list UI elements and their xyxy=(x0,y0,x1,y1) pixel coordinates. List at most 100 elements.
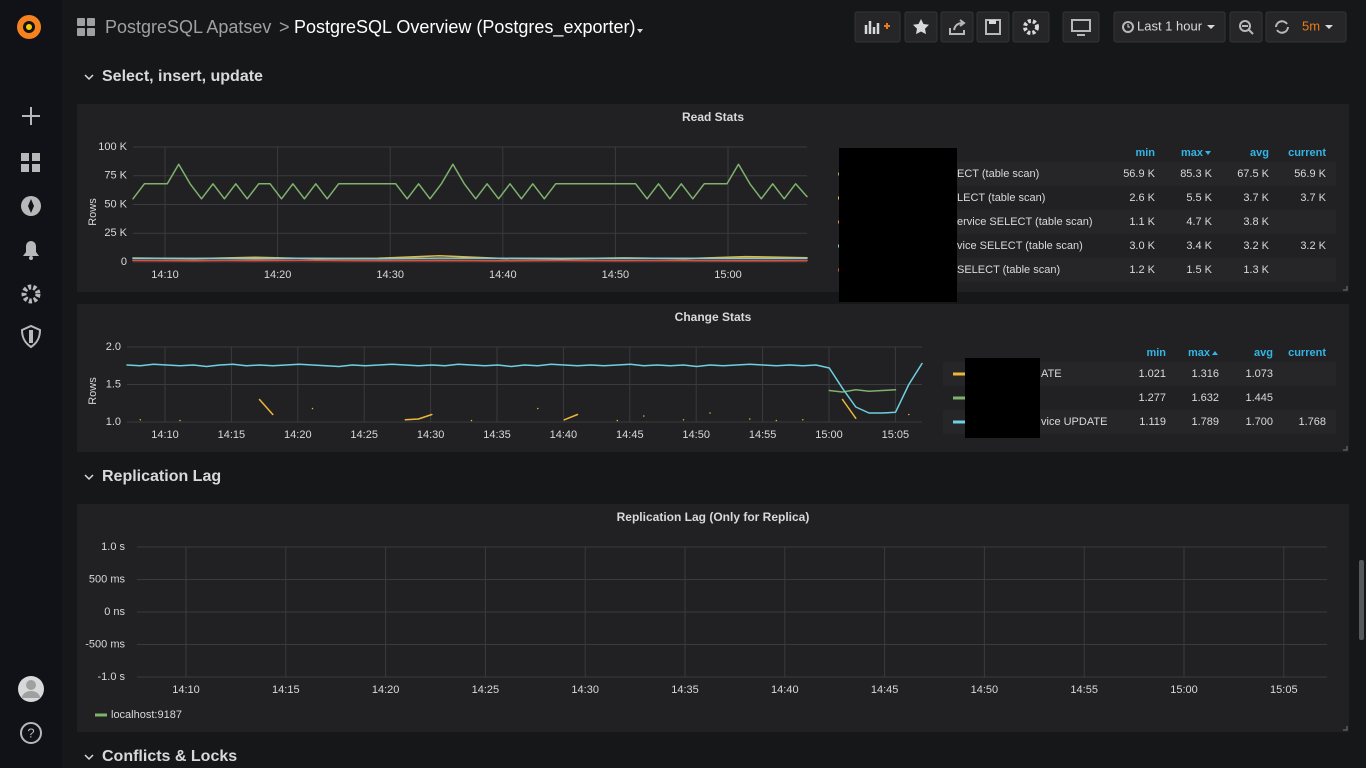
legend-value: 56.9 K xyxy=(1294,168,1326,180)
legend-value: 1.445 xyxy=(1245,392,1273,404)
panel: Change Stats Rows 1.0 1.5 2.0 14:10 14:15 14:20… xyxy=(77,304,1349,452)
time-picker[interactable] xyxy=(1113,11,1226,43)
legend-value: 1.5 K xyxy=(1186,264,1212,276)
refresh-button[interactable] xyxy=(1265,11,1347,43)
x-tick-label: 15:05 xyxy=(1270,684,1298,696)
legend-value: 1.700 xyxy=(1245,416,1273,428)
legend-value: 1.768 xyxy=(1298,416,1326,428)
row-chevron[interactable] xyxy=(84,754,94,761)
legend-value: 56.9 K xyxy=(1123,168,1155,180)
series-line xyxy=(139,398,910,422)
legend-value: 1.632 xyxy=(1191,392,1219,404)
legend-value: 2.6 K xyxy=(1129,192,1155,204)
star-button[interactable] xyxy=(904,11,938,43)
y-tick-label: 1.5 xyxy=(106,378,121,390)
dashboards-icon[interactable] xyxy=(21,153,40,172)
resize-handle xyxy=(1343,446,1348,451)
configuration-icon[interactable] xyxy=(21,284,41,304)
panel-title[interactable]: Replication Lag (Only for Replica) xyxy=(617,510,810,524)
x-tick-label: 15:00 xyxy=(714,269,742,281)
legend-series-name[interactable]: ATE xyxy=(1041,368,1062,380)
sidebar xyxy=(0,0,62,768)
legend-value: 1.277 xyxy=(1138,392,1166,404)
refresh-interval[interactable]: 5m xyxy=(1302,18,1320,33)
help-icon[interactable]: ? xyxy=(20,722,42,744)
panels: Select, insert, update Replication Lag Con… xyxy=(77,68,1349,765)
legend-value: 3.4 K xyxy=(1186,240,1212,252)
legend-header[interactable]: current xyxy=(1288,347,1326,359)
x-tick-label: 15:05 xyxy=(882,429,910,441)
row-title[interactable]: Select, insert, update xyxy=(102,68,263,85)
folder-link[interactable]: PostgreSQL Apatsev xyxy=(105,17,271,37)
resize-handle xyxy=(1343,726,1348,731)
y-tick-label: -1.0 s xyxy=(97,671,125,683)
legend-row-band xyxy=(943,210,1336,234)
legend-header[interactable]: max xyxy=(1188,347,1211,359)
y-tick-label: 1.0 s xyxy=(101,541,125,553)
series-line xyxy=(132,163,808,200)
explore-icon[interactable] xyxy=(21,196,41,216)
legend-series-name[interactable]: LECT (table scan) xyxy=(957,192,1045,204)
x-tick-label: 14:35 xyxy=(483,429,511,441)
panel-title[interactable]: Read Stats xyxy=(682,110,744,124)
x-tick-label: 14:45 xyxy=(871,684,899,696)
legend-header[interactable]: min xyxy=(1135,147,1155,159)
x-tick-label: 15:00 xyxy=(815,429,843,441)
x-tick-label: 14:30 xyxy=(376,269,404,281)
user-avatar[interactable] xyxy=(18,676,44,702)
y-axis-label: Rows xyxy=(87,198,99,226)
x-tick-label: 14:35 xyxy=(671,684,699,696)
save-button[interactable] xyxy=(976,11,1010,43)
row-title[interactable]: Replication Lag xyxy=(102,468,221,485)
row-chevron[interactable] xyxy=(84,74,94,81)
title-caret[interactable] xyxy=(637,29,643,33)
legend-header[interactable]: avg xyxy=(1254,347,1273,359)
legend-series-name[interactable]: ervice SELECT (table scan) xyxy=(957,216,1093,228)
series-line xyxy=(132,257,808,260)
settings-button[interactable] xyxy=(1012,11,1050,43)
legend-series-name[interactable]: localhost:9187 xyxy=(111,709,182,721)
x-tick-label: 14:25 xyxy=(350,429,378,441)
x-tick-label: 14:55 xyxy=(1070,684,1098,696)
x-tick-label: 14:50 xyxy=(971,684,999,696)
scrollbar[interactable] xyxy=(1359,560,1364,640)
create-icon[interactable] xyxy=(22,107,40,125)
legend-value: 1.1 K xyxy=(1129,216,1155,228)
alerting-icon[interactable] xyxy=(23,241,39,260)
x-tick-label: 14:15 xyxy=(218,429,246,441)
time-range[interactable]: Last 1 hour xyxy=(1137,18,1203,33)
row-chevron[interactable] xyxy=(84,474,94,481)
legend-value: 1.2 K xyxy=(1129,264,1155,276)
legend-header[interactable]: avg xyxy=(1250,147,1269,159)
y-tick-label: 0 xyxy=(121,256,127,268)
dashboard-icon[interactable] xyxy=(77,18,95,36)
x-tick-label: 14:45 xyxy=(616,429,644,441)
legend-series-name[interactable]: SELECT (table scan) xyxy=(957,264,1060,276)
panel-title[interactable]: Change Stats xyxy=(675,310,752,324)
y-tick-label: 1.0 xyxy=(106,416,121,428)
dashboard-title[interactable]: PostgreSQL Overview (Postgres_exporter) xyxy=(294,17,635,38)
legend-series-name[interactable]: vice UPDATE xyxy=(1041,416,1107,428)
view-mode-button[interactable] xyxy=(1062,11,1100,43)
legend-row-band xyxy=(943,162,1336,186)
series-line xyxy=(828,389,897,393)
zoom-out-button[interactable] xyxy=(1229,11,1263,43)
share-button[interactable] xyxy=(940,11,974,43)
legend-header[interactable]: current xyxy=(1288,147,1326,159)
x-tick-label: 14:15 xyxy=(272,684,300,696)
legend-value: 3.2 K xyxy=(1243,240,1269,252)
admin-icon[interactable] xyxy=(20,324,42,349)
legend-header[interactable]: max xyxy=(1181,147,1204,159)
legend-series-name[interactable]: ECT (table scan) xyxy=(957,168,1039,180)
y-tick-label: -500 ms xyxy=(85,638,125,650)
legend-header[interactable]: min xyxy=(1146,347,1166,359)
legend-value: 3.7 K xyxy=(1243,192,1269,204)
add-panel-button[interactable] xyxy=(854,11,901,43)
x-tick-label: 14:30 xyxy=(417,429,445,441)
grafana-logo[interactable] xyxy=(17,15,41,39)
legend-series-name[interactable]: vice SELECT (table scan) xyxy=(957,240,1083,252)
legend-value: 1.021 xyxy=(1138,368,1166,380)
legend-value: 67.5 K xyxy=(1237,168,1269,180)
row-title[interactable]: Conflicts & Locks xyxy=(102,748,237,765)
